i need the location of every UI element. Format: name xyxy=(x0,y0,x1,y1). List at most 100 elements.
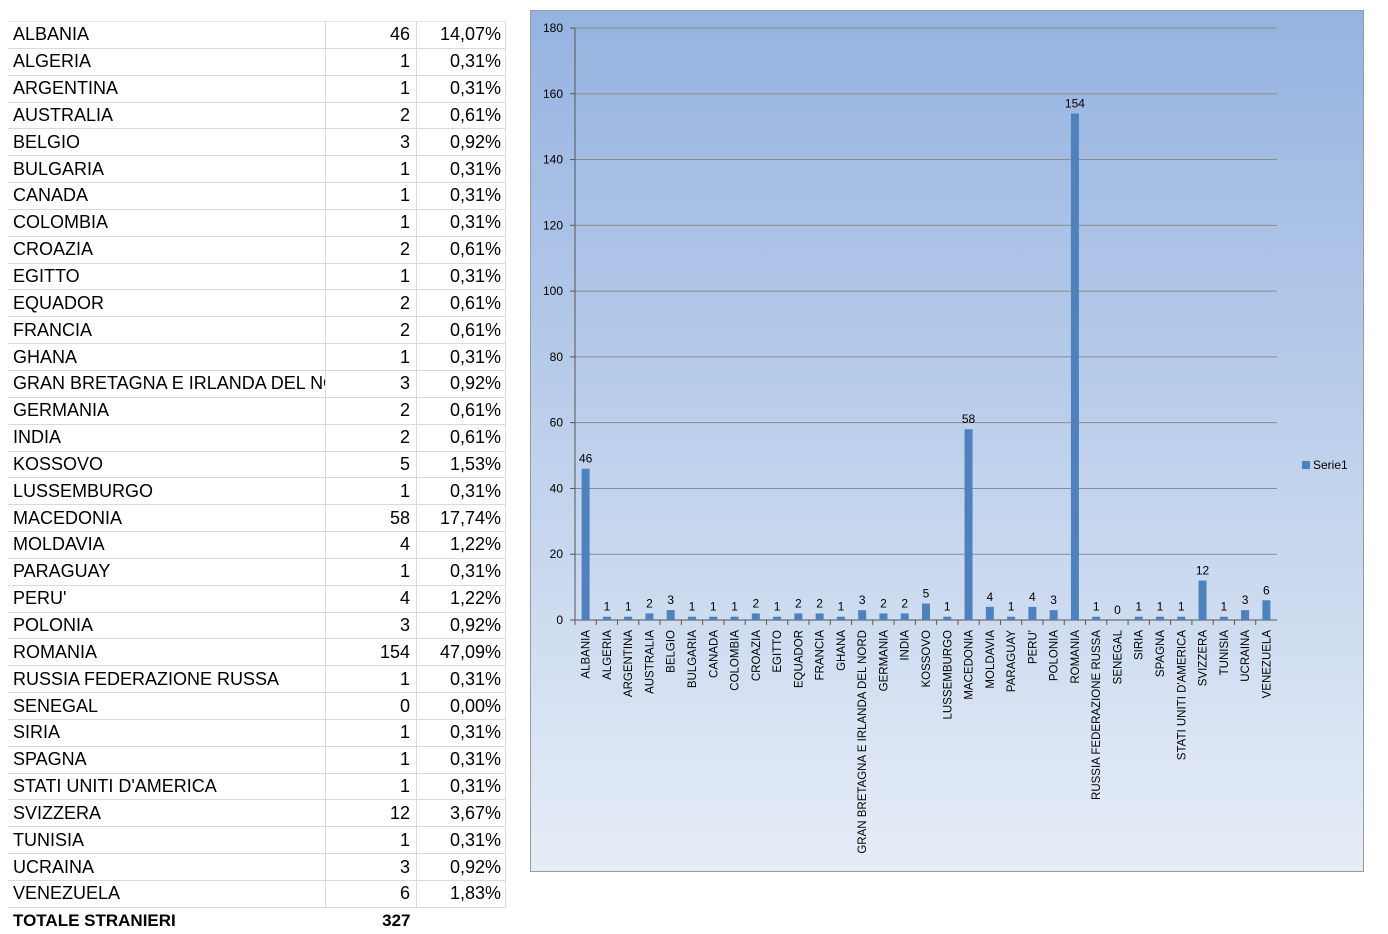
data-label: 1 xyxy=(689,600,696,614)
country-cell: AUSTRALIA xyxy=(8,102,326,130)
data-label: 1 xyxy=(944,600,951,614)
bar xyxy=(1134,616,1143,620)
percent-cell: 17,74% xyxy=(416,504,506,533)
bar xyxy=(645,613,654,620)
bar xyxy=(1262,600,1271,620)
count-cell: 2 xyxy=(325,236,417,264)
category-label: SVIZZERA xyxy=(1198,630,1210,687)
percent-cell: 0,92% xyxy=(416,128,506,157)
category-label: UCRAINA xyxy=(1240,630,1252,682)
table-row: GRAN BRETAGNA E IRLANDA DEL NOI 3 0,92% xyxy=(8,370,506,398)
percent-cell: 0,61% xyxy=(416,236,506,264)
table-row: ROMANIA 154 47,09% xyxy=(8,638,506,667)
y-tick-label: 40 xyxy=(550,481,564,495)
foreigners-table: ALBANIA 46 14,07% ALGERIA 1 0,31% ARGENTINA 1 0,… xyxy=(8,21,506,934)
data-label: 2 xyxy=(880,596,887,610)
percent-cell: 0,92% xyxy=(416,370,506,398)
country-cell: KOSSOVO xyxy=(8,451,326,479)
percent-cell: 0,31% xyxy=(416,558,506,586)
table-row: SIRIA 1 0,31% xyxy=(8,719,506,747)
percent-cell: 0,31% xyxy=(416,343,506,371)
data-label: 12 xyxy=(1196,564,1210,578)
data-label: 0 xyxy=(1114,603,1121,617)
category-label: ROMANIA xyxy=(1070,630,1082,684)
country-cell: EQUADOR xyxy=(8,289,326,318)
country-cell: EGITTO xyxy=(8,263,326,291)
table-row: FRANCIA 2 0,61% xyxy=(8,316,506,345)
bar xyxy=(624,616,633,620)
table-row: MACEDONIA 58 17,74% xyxy=(8,504,506,533)
table-row: PERU' 4 1,22% xyxy=(8,585,506,613)
category-label: STATI UNITI D'AMERICA xyxy=(1176,630,1188,761)
table-row: KOSSOVO 5 1,53% xyxy=(8,451,506,479)
category-label: TUNISIA xyxy=(1219,630,1231,676)
total-empty-cell xyxy=(417,907,506,933)
data-label: 1 xyxy=(1008,600,1015,614)
count-cell: 1 xyxy=(325,182,417,210)
bar xyxy=(751,613,760,620)
count-cell: 154 xyxy=(325,638,417,667)
table-row: GERMANIA 2 0,61% xyxy=(8,397,506,425)
country-cell: RUSSIA FEDERAZIONE RUSSA xyxy=(8,665,326,694)
table-row: PARAGUAY 1 0,31% xyxy=(8,558,506,586)
total-row: TOTALE STRANIERI 327 xyxy=(8,907,506,933)
data-label: 1 xyxy=(1135,600,1142,614)
country-cell: BULGARIA xyxy=(8,155,326,184)
count-cell: 3 xyxy=(325,370,417,398)
y-tick-label: 0 xyxy=(556,613,563,627)
count-cell: 1 xyxy=(325,477,417,506)
category-label: COLOMBIA xyxy=(730,630,742,691)
category-label: PARAGUAY xyxy=(1006,630,1018,693)
table-row: ARGENTINA 1 0,31% xyxy=(8,75,506,103)
bar xyxy=(794,613,803,620)
percent-cell: 0,00% xyxy=(416,692,506,720)
category-label: FRANCIA xyxy=(815,630,827,681)
count-cell: 12 xyxy=(325,799,417,828)
table-row: EQUADOR 2 0,61% xyxy=(8,289,506,318)
category-label: SIRIA xyxy=(1134,630,1146,660)
table-row: SVIZZERA 12 3,67% xyxy=(8,799,506,828)
data-label: 1 xyxy=(604,600,611,614)
percent-cell: 0,31% xyxy=(416,665,506,694)
percent-cell: 0,31% xyxy=(416,826,506,855)
category-label: CANADA xyxy=(708,630,720,678)
data-label: 58 xyxy=(962,412,976,426)
percent-cell: 1,22% xyxy=(416,585,506,613)
count-cell: 1 xyxy=(325,48,417,76)
count-cell: 0 xyxy=(325,692,417,720)
y-tick-label: 180 xyxy=(543,21,563,35)
data-label: 1 xyxy=(774,600,781,614)
category-label: MOLDAVIA xyxy=(985,630,997,689)
bar xyxy=(1241,610,1250,620)
bar xyxy=(709,616,718,620)
count-cell: 1 xyxy=(325,558,417,586)
data-label: 3 xyxy=(1050,593,1057,607)
count-cell: 3 xyxy=(325,128,417,157)
percent-cell: 0,61% xyxy=(416,424,506,452)
bar xyxy=(688,616,696,620)
percent-cell: 0,61% xyxy=(416,397,506,425)
count-cell: 1 xyxy=(325,209,417,237)
bar xyxy=(581,468,590,620)
count-cell: 58 xyxy=(325,504,417,533)
bar xyxy=(666,610,675,620)
count-cell: 3 xyxy=(325,853,417,881)
bar xyxy=(1219,616,1228,620)
count-cell: 4 xyxy=(325,531,417,559)
bar xyxy=(1198,580,1207,620)
bar xyxy=(1049,610,1058,620)
percent-cell: 1,22% xyxy=(416,531,506,559)
country-cell: MACEDONIA xyxy=(8,504,326,533)
count-cell: 2 xyxy=(325,102,417,130)
country-cell: GHANA xyxy=(8,343,326,371)
data-label: 1 xyxy=(1157,600,1164,614)
table-row: TUNISIA 1 0,31% xyxy=(8,826,506,855)
count-cell: 46 xyxy=(325,21,417,49)
table-row: BELGIO 3 0,92% xyxy=(8,128,506,157)
bar xyxy=(1177,616,1186,620)
category-label: AUSTRALIA xyxy=(644,630,656,694)
category-label: EQUADOR xyxy=(793,630,805,688)
count-cell: 1 xyxy=(325,343,417,371)
count-cell: 2 xyxy=(325,289,417,318)
